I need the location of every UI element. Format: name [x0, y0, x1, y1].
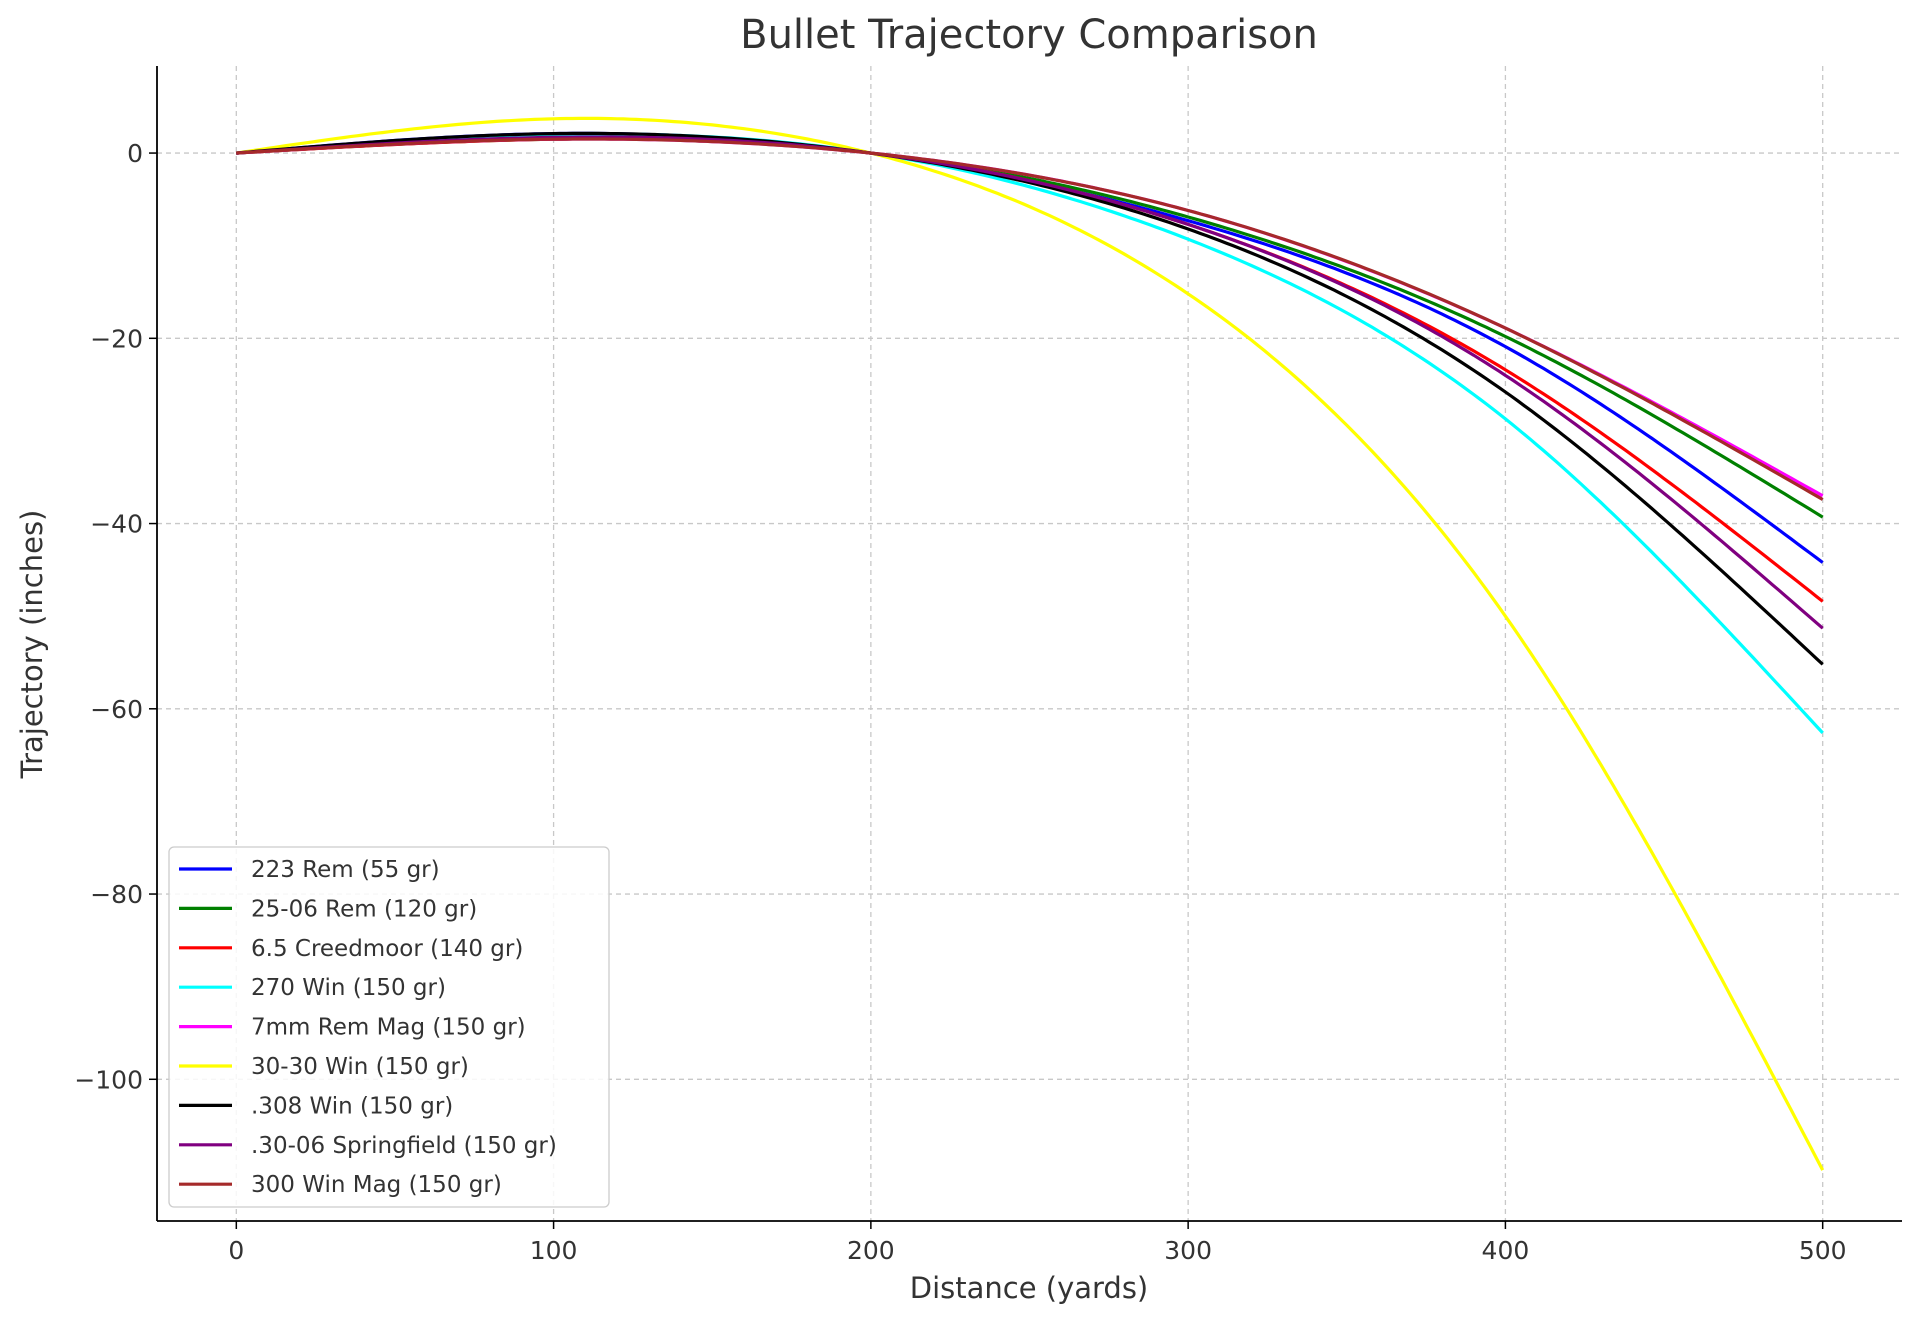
- x-tick-label: 400: [1482, 1236, 1530, 1265]
- legend-label: 6.5 Creedmoor (140 gr): [251, 936, 523, 962]
- legend-label: 30-30 Win (150 gr): [251, 1054, 469, 1080]
- legend-label: 300 Win Mag (150 gr): [251, 1172, 502, 1198]
- series-line: [236, 132, 1824, 734]
- legend-label: 7mm Rem Mag (150 gr): [251, 1015, 526, 1041]
- series-line: [236, 137, 1824, 501]
- legend-label: 223 Rem (55 gr): [251, 857, 440, 883]
- series-line: [236, 131, 1824, 564]
- x-axis-label: Distance (yards): [910, 1271, 1149, 1305]
- legend: 223 Rem (55 gr) 25-06 Rem (120 gr) 6.5 Cre…: [168, 846, 610, 1208]
- axes: 0 100 200 300 400 500 0 −20 −40 −60 −80 −100: [74, 66, 1902, 1265]
- legend-label: 270 Win (150 gr): [251, 975, 446, 1001]
- x-tick-label: 100: [530, 1236, 578, 1265]
- series-line: [236, 137, 1824, 498]
- legend-box: [168, 846, 610, 1208]
- y-tick-label: −80: [90, 880, 143, 909]
- chart-title: Bullet Trajectory Comparison: [740, 12, 1318, 58]
- series-lines: [236, 116, 1825, 1171]
- x-tick-label: 300: [1164, 1236, 1212, 1265]
- series-line: [236, 131, 1824, 666]
- y-tick-label: −20: [90, 324, 143, 353]
- x-tick-label: 200: [847, 1236, 895, 1265]
- series-line: [236, 135, 1824, 630]
- y-axis-label: Trajectory (inches): [15, 510, 49, 780]
- series-line: [236, 137, 1824, 519]
- legend-label: .30-06 Springfield (150 gr): [251, 1133, 557, 1159]
- x-tick-label: 0: [228, 1236, 244, 1265]
- y-tick-label: −100: [74, 1065, 143, 1094]
- legend-label: 25-06 Rem (120 gr): [251, 896, 477, 922]
- legend-label: .308 Win (150 gr): [251, 1093, 453, 1119]
- x-tick-label: 500: [1799, 1236, 1847, 1265]
- series-line: [236, 116, 1825, 1171]
- y-tick-label: −40: [90, 510, 143, 539]
- y-tick-label: 0: [127, 139, 143, 168]
- y-tick-label: −60: [90, 695, 143, 724]
